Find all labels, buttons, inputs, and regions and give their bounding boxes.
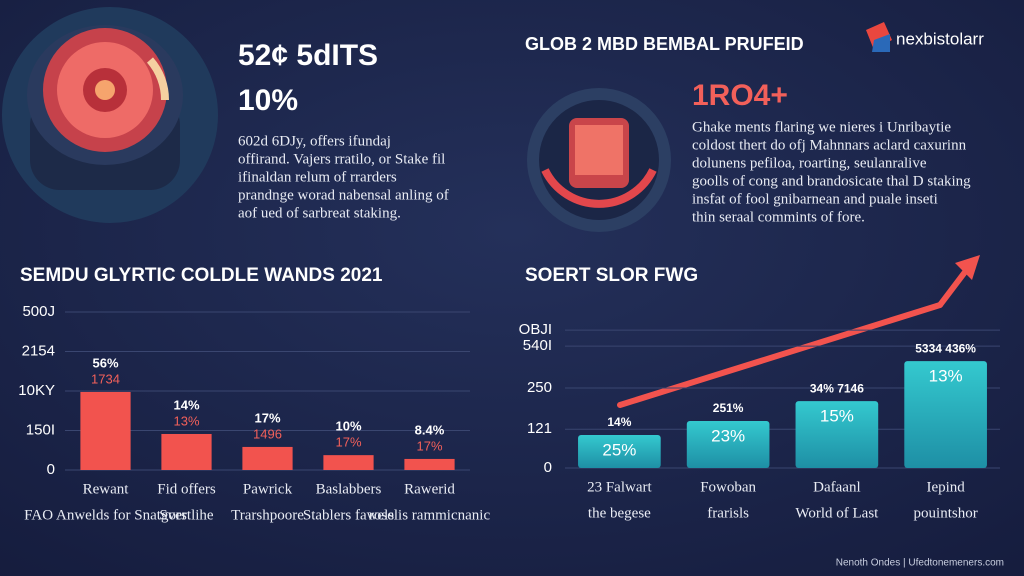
bar-inner-label: 23% — [711, 426, 745, 445]
paragraph-line: offirand. Vajers rratilo, or Stake fil — [238, 151, 445, 167]
left-value: 10% — [238, 84, 298, 117]
y-tick-label: 10KY — [18, 382, 55, 399]
x-tick-label: Fid offers — [157, 481, 216, 497]
y-tick-label: 0 — [47, 461, 55, 478]
paragraph-line: aof ued of sarbreat staking. — [238, 205, 401, 221]
bar-inner-label: 15% — [820, 407, 854, 426]
center-illustration — [527, 88, 671, 232]
paragraph-line: coldost thert do ofj Mahnnars aclard cax… — [692, 137, 967, 153]
paragraph-line: ifinaldan relum of rrarders — [238, 169, 397, 185]
y-tick-label: 150I — [26, 421, 55, 438]
bar — [242, 446, 293, 470]
x-tick-sublabel: World of Last — [795, 505, 879, 521]
y-tick-label: 121 — [527, 420, 552, 437]
paragraph-line: dolunens pefiloa, roarting, seulanralive — [692, 155, 927, 171]
value-label: 5334 436% — [915, 341, 976, 355]
paragraph-line: prandnge worad nabensal anling of — [238, 187, 449, 203]
value-label: 17% — [254, 410, 280, 425]
y-tick-label: 540I — [523, 337, 552, 354]
trend-arrow — [937, 265, 971, 308]
paragraph-line: 602d 6DJy, offers ifundaj — [238, 133, 391, 149]
bar — [795, 401, 879, 468]
paragraph-line: Ghake ments flaring we nieres i Unribayt… — [692, 119, 951, 135]
x-tick-sublabel: roselis rammicnanic — [369, 507, 491, 523]
value-label: 56% — [92, 355, 118, 370]
y-tick-label: 0 — [544, 459, 552, 476]
y-tick-label: 2154 — [22, 342, 55, 359]
y-tick-label: 500J — [22, 303, 55, 320]
y-tick-label: 250 — [527, 379, 552, 396]
value-label: 10% — [335, 419, 361, 434]
value-label: 14% — [607, 415, 631, 429]
value-sublabel: 1496 — [253, 426, 282, 441]
x-tick-sublabel: Trarshpoore — [231, 507, 304, 523]
value-sublabel: 17% — [416, 438, 442, 453]
paragraph-line: goolls of cong and brandosicate thal D s… — [692, 173, 971, 189]
left-paragraph: 602d 6DJy, offers ifundaj offirand. Vajer… — [238, 133, 449, 221]
paragraph-line: thin seraal commints of fore. — [692, 209, 865, 225]
x-tick-sublabel: Svertlihe — [159, 507, 213, 523]
arrow-head — [955, 255, 980, 280]
bar — [161, 433, 212, 470]
x-tick-sublabel: FAO Anwelds for Snatgors — [24, 507, 187, 523]
value-label: 14% — [173, 397, 199, 412]
x-tick-sublabel: pouintshor — [914, 505, 978, 521]
bar — [80, 391, 131, 470]
logo-text: nexbistolarr — [896, 29, 984, 48]
x-tick-sublabel: frarisls — [707, 505, 749, 521]
footer: Nenoth Ondes | Ufedtonemeners.com — [836, 558, 1004, 569]
value-label: 8.4% — [415, 422, 445, 437]
left-illustration — [2, 7, 218, 223]
bar — [404, 458, 455, 470]
bar-inner-label: 13% — [929, 367, 963, 386]
bar — [686, 420, 770, 468]
logo-icon — [866, 22, 892, 52]
y-tick-label: OBJI — [519, 321, 552, 338]
bar — [904, 361, 987, 468]
value-sublabel: 13% — [173, 413, 199, 428]
chart-title: SEMDU GLYRTIC COLDLE WANDS 2021 — [20, 265, 383, 286]
x-tick-label: Baslabbers — [316, 481, 382, 497]
center-title: GLOB 2 MBD BEMBAL PRUFEID — [525, 34, 804, 54]
x-tick-label: 23 Falwart — [587, 479, 652, 495]
right-value: 1RO4+ — [692, 79, 788, 112]
x-tick-sublabel: the begese — [588, 505, 651, 521]
chart-title: SOERT SLOR FWG — [525, 265, 698, 286]
x-tick-label: Rewant — [83, 481, 130, 497]
value-sublabel: 1734 — [91, 371, 120, 386]
right-paragraph: Ghake ments flaring we nieres i Unribayt… — [692, 119, 971, 225]
x-tick-label: Fowoban — [700, 479, 756, 495]
x-tick-label: Pawrick — [243, 481, 293, 497]
bar — [323, 455, 374, 470]
value-sublabel: 17% — [335, 435, 361, 450]
value-label: 251% — [713, 401, 744, 415]
x-tick-label: Iepind — [926, 479, 965, 495]
x-tick-label: Rawerid — [404, 481, 455, 497]
bar — [578, 435, 661, 468]
x-tick-sublabel: Stablers fawels — [303, 507, 394, 523]
value-label: 34% 7146 — [810, 381, 864, 395]
bar-inner-label: 25% — [602, 441, 636, 460]
left-title: 52¢ 5dITS — [238, 39, 378, 72]
paragraph-line: insfat of fool gnibarnean and puale inse… — [692, 191, 938, 207]
x-tick-label: Dafaanl — [813, 479, 860, 495]
